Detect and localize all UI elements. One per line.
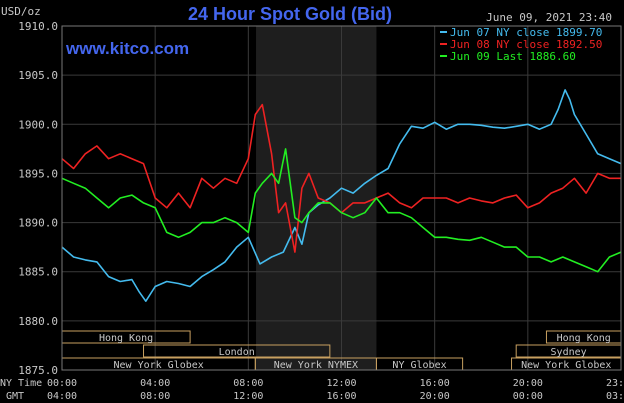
y-axis-ticks: 1875.0 1880.0 1885.0 1890.0 1895.0 1900.0 1905… <box>18 20 58 377</box>
legend-entry: Jun 08 NY close 1892.50 <box>450 38 602 51</box>
x-tick-gmt: 08:00 <box>140 391 170 402</box>
legend-entry: Jun 07 NY close 1899.70 <box>450 26 602 39</box>
x-tick-gmt: 04:00 <box>47 391 77 402</box>
ny-time-label: NY Time <box>0 378 42 389</box>
y-tick-label: 1905.0 <box>18 69 58 82</box>
y-tick-label: 1910.0 <box>18 20 58 33</box>
x-tick-gmt: 16:00 <box>326 391 356 402</box>
series-line-2 <box>61 103 621 253</box>
plot-frame <box>61 25 622 371</box>
x-tick-ny: 16:00 <box>420 378 450 389</box>
nymex-shaded-region <box>256 26 377 370</box>
x-tick-gmt: 00:00 <box>513 391 543 402</box>
x-tick-ny: 12:00 <box>326 378 356 389</box>
y-tick-label: 1890.0 <box>18 217 58 230</box>
y-tick-label: 1895.0 <box>18 167 58 180</box>
legend-entry: Jun 09 Last 1886.60 <box>450 50 576 63</box>
session-label: NY Globex <box>392 360 446 371</box>
gmt-label: GMT <box>6 391 24 402</box>
series-line-3 <box>61 148 622 273</box>
y-tick-label: 1900.0 <box>18 118 58 131</box>
session-label: London <box>219 347 255 358</box>
session-label: New York Globex <box>114 360 204 371</box>
x-axis-ticks: 00:00 04:00 08:00 12:00 16:00 20:00 23:59 04:00… <box>47 378 624 402</box>
watermark-text: www.kitco.com <box>65 39 189 58</box>
y-tick-label: 1875.0 <box>18 364 58 377</box>
session-box <box>143 344 331 358</box>
x-tick-gmt: 20:00 <box>420 391 450 402</box>
y-tick-label: 1880.0 <box>18 315 58 328</box>
x-tick-ny: 23:59 <box>606 378 624 389</box>
session-label: New York Globex <box>521 360 611 371</box>
session-label: Hong Kong <box>557 333 611 344</box>
x-tick-ny: 08:00 <box>233 378 263 389</box>
price-series <box>61 89 622 303</box>
unit-label: USD/oz <box>1 5 41 18</box>
x-tick-ny: 04:00 <box>140 378 170 389</box>
chart-title: 24 Hour Spot Gold (Bid) <box>188 4 392 24</box>
session-label: Hong Kong <box>99 333 153 344</box>
session-label: New York NYMEX <box>274 360 358 371</box>
x-tick-ny: 00:00 <box>47 378 77 389</box>
y-tick-label: 1885.0 <box>18 266 58 279</box>
series-line-1 <box>61 89 622 303</box>
session-label: Sydney <box>551 347 587 358</box>
x-tick-gmt: 03:59 <box>606 391 624 402</box>
x-tick-ny: 20:00 <box>513 378 543 389</box>
x-tick-gmt: 12:00 <box>233 391 263 402</box>
timestamp: June 09, 2021 23:40 <box>486 11 612 24</box>
